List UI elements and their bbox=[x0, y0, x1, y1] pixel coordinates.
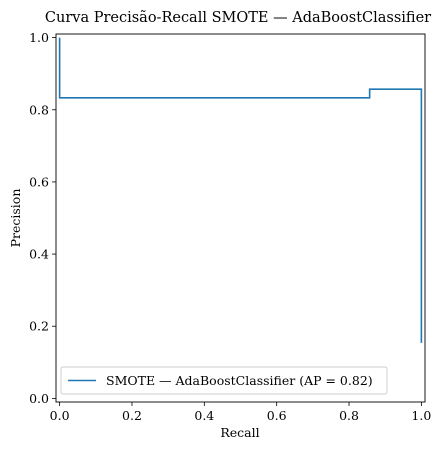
y-tick-label: 0.8 bbox=[29, 102, 49, 117]
series-line bbox=[58, 37, 423, 343]
x-tick-label: 0.4 bbox=[194, 408, 214, 423]
x-tick-label: 0.6 bbox=[267, 408, 287, 423]
y-axis-label: Precision bbox=[8, 189, 23, 248]
x-tick-label: 0.8 bbox=[339, 408, 359, 423]
legend: SMOTE — AdaBoostClassifier (AP = 0.82) bbox=[60, 366, 388, 395]
y-tick-label: 0.0 bbox=[29, 391, 49, 406]
legend-entry: SMOTE — AdaBoostClassifier (AP = 0.82) bbox=[106, 373, 373, 388]
y-tick-label: 1.0 bbox=[29, 30, 49, 45]
x-tick-label: 0.2 bbox=[122, 408, 142, 423]
plot-frame bbox=[55, 33, 426, 403]
y-tick-label: 0.2 bbox=[29, 319, 49, 334]
x-tick-label: 1.0 bbox=[411, 408, 431, 423]
y-tick-label: 0.4 bbox=[29, 247, 49, 262]
chart-title: Curva Precisão-Recall SMOTE — AdaBoostCl… bbox=[45, 10, 431, 26]
x-axis-label: Recall bbox=[220, 425, 259, 440]
y-tick-label: 0.6 bbox=[29, 174, 49, 189]
y-axis: 0.0 0.2 0.4 0.6 0.8 1.0 bbox=[29, 30, 56, 406]
x-tick-label: 0.0 bbox=[50, 408, 70, 423]
x-axis: 0.0 0.2 0.4 0.6 0.8 1.0 bbox=[50, 402, 431, 423]
legend-box bbox=[60, 366, 388, 395]
